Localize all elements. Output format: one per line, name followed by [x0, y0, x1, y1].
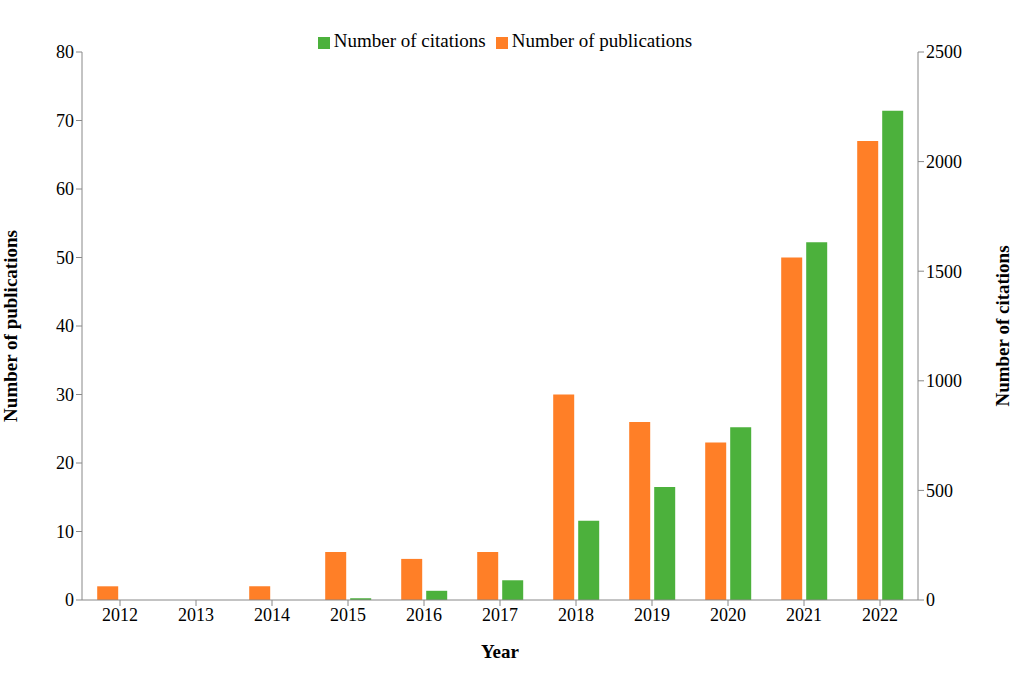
svg-text:70: 70 — [56, 111, 74, 131]
svg-text:2022: 2022 — [862, 605, 898, 625]
svg-text:60: 60 — [56, 179, 74, 199]
svg-text:Number of publications: Number of publications — [8, 230, 21, 422]
svg-text:0: 0 — [926, 590, 935, 610]
svg-text:2018: 2018 — [558, 605, 594, 625]
svg-text:Number of citations: Number of citations — [992, 245, 1013, 406]
svg-text:2019: 2019 — [634, 605, 670, 625]
svg-text:1000: 1000 — [926, 371, 962, 391]
svg-text:2014: 2014 — [254, 605, 290, 625]
html-text:Number of citations: Number of citations — [333, 30, 486, 51]
svg-text:30: 30 — [56, 385, 74, 405]
svg-text:2000: 2000 — [926, 152, 962, 172]
svg-text:500: 500 — [926, 481, 953, 501]
svg-text:2500: 2500 — [926, 42, 962, 62]
html-text:Number of publications: Number of publications — [511, 30, 693, 51]
svg-text:2012: 2012 — [102, 605, 138, 625]
svg-text:2015: 2015 — [330, 605, 366, 625]
svg-text:40: 40 — [56, 316, 74, 336]
svg-text:Year: Year — [481, 641, 520, 662]
svg-text:20: 20 — [56, 453, 74, 473]
svg-text:2020: 2020 — [710, 605, 746, 625]
svg-text:2021: 2021 — [786, 605, 822, 625]
svg-text:1500: 1500 — [926, 262, 962, 282]
svg-text:2017: 2017 — [482, 605, 518, 625]
svg-text:0: 0 — [65, 590, 74, 610]
svg-text:2013: 2013 — [178, 605, 214, 625]
svg-text:2016: 2016 — [406, 605, 442, 625]
svg-text:50: 50 — [56, 248, 74, 268]
svg-text:10: 10 — [56, 522, 74, 542]
svg-text:80: 80 — [56, 42, 74, 62]
